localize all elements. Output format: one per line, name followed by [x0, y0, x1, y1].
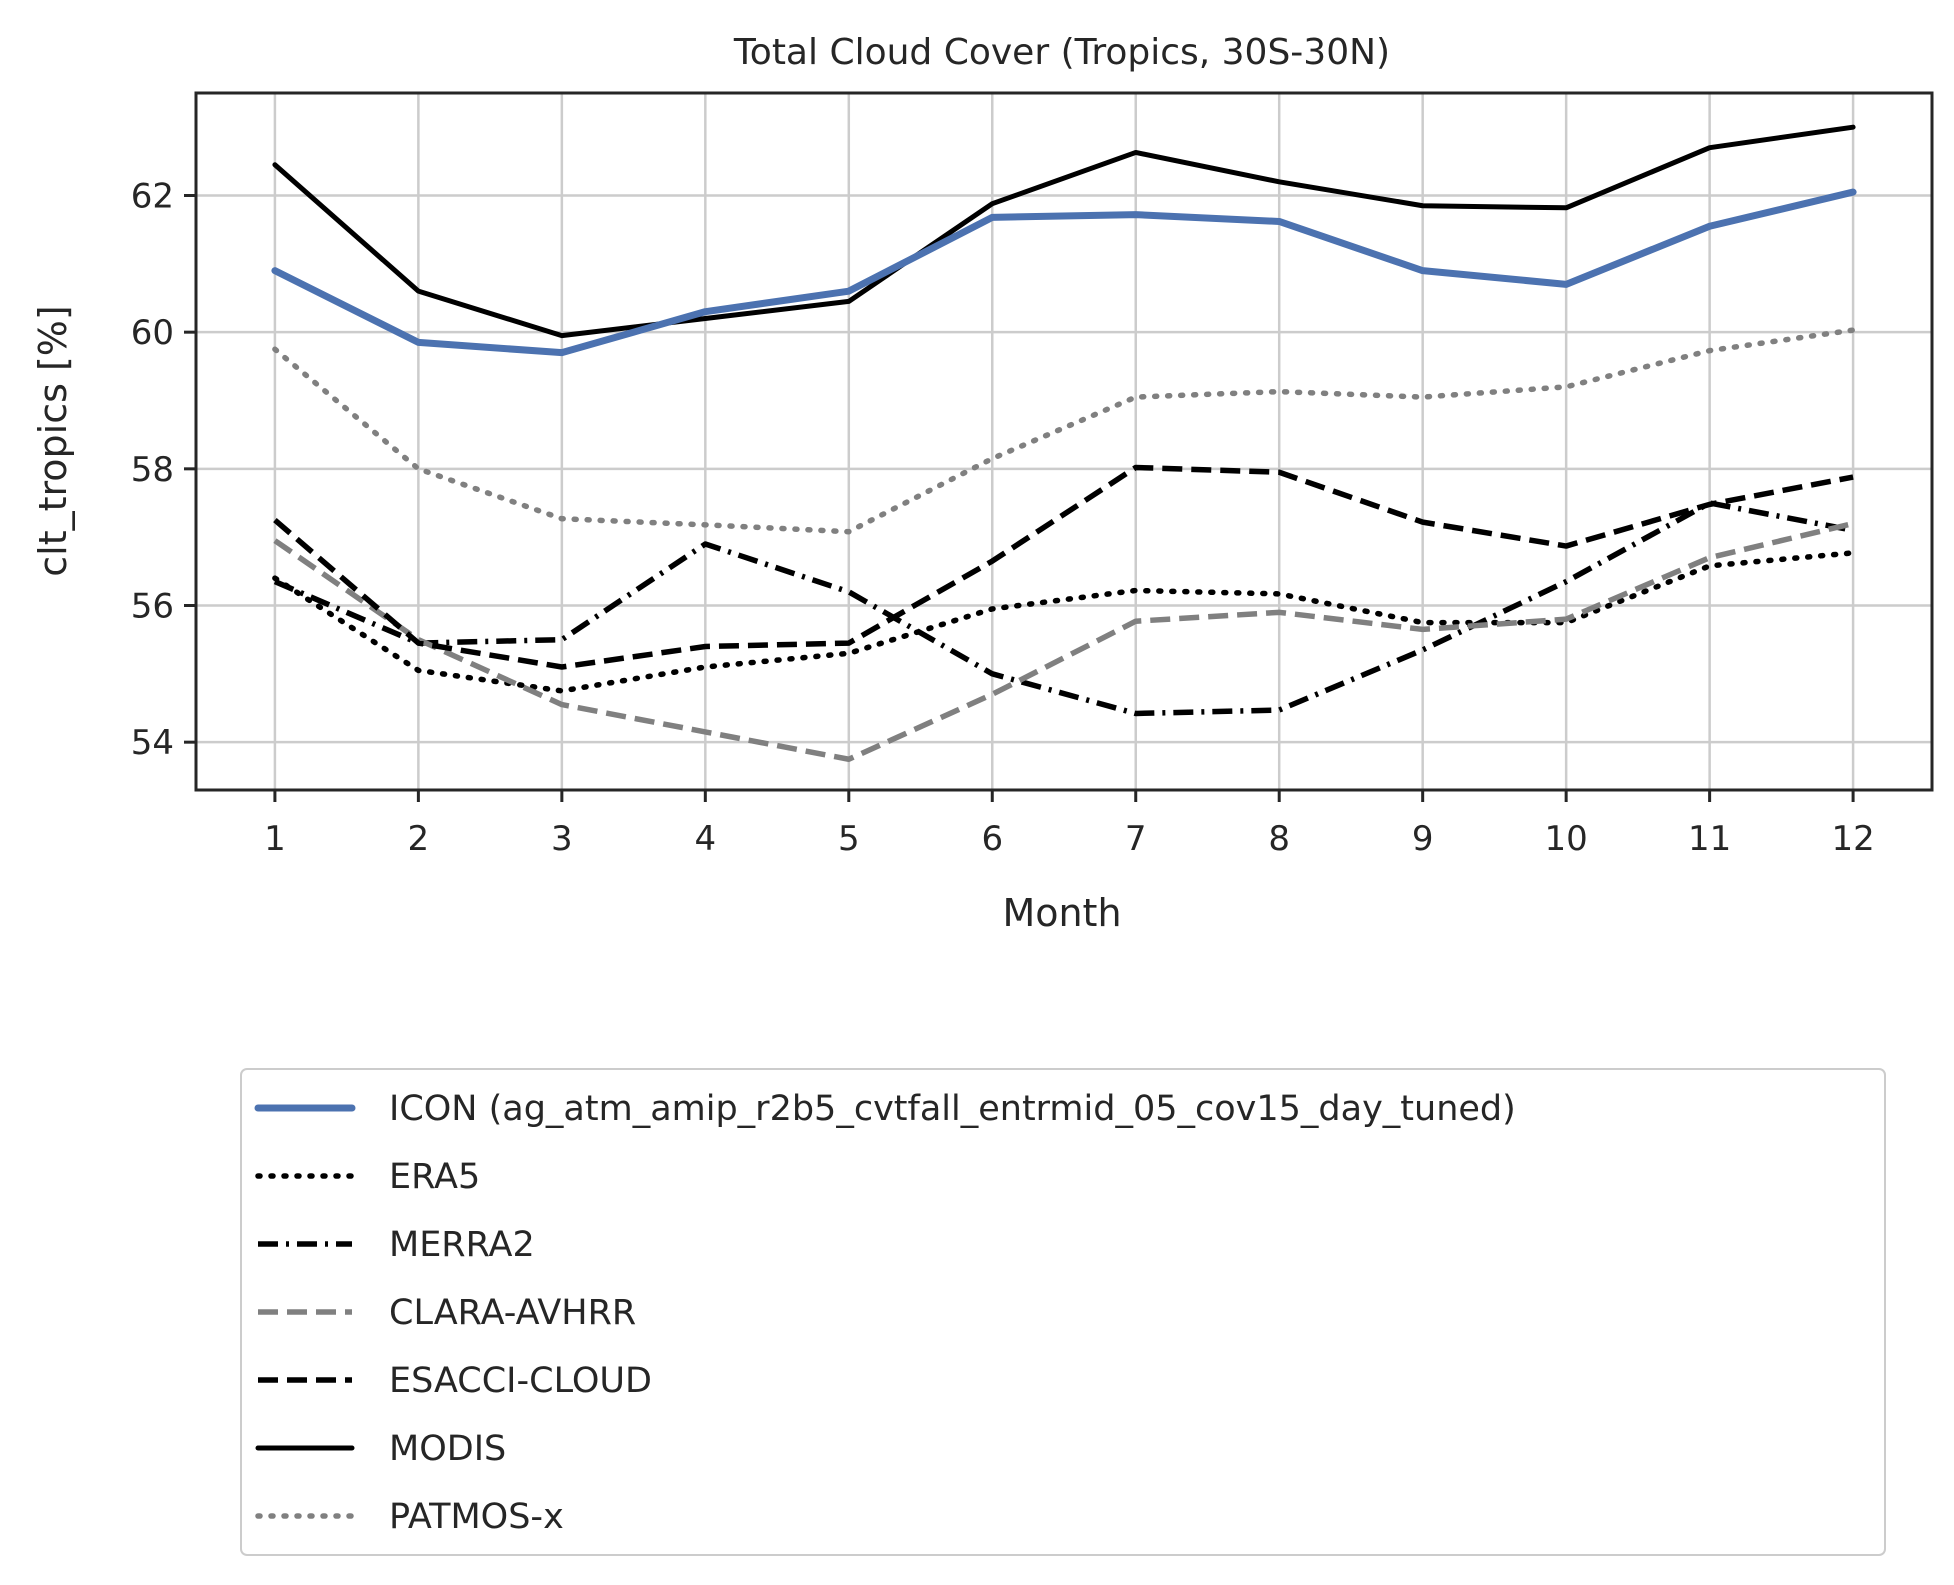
x-tick-label: 3 — [551, 819, 573, 859]
y-axis-ticks: 54 56 58 60 62 — [131, 177, 196, 763]
series-line-modis — [272, 124, 1856, 339]
y-tick-label: 60 — [131, 313, 174, 353]
grid — [196, 93, 1932, 790]
y-tick-label: 58 — [131, 450, 174, 490]
legend-label-era5: ERA5 — [389, 1157, 480, 1197]
legend-label-patmos-x: PATMOS-x — [389, 1497, 564, 1537]
x-tick-label: 8 — [1268, 819, 1290, 859]
legend-label-icon: ICON (ag_atm_amip_r2b5_cvtfall_entrmid_0… — [389, 1089, 1516, 1129]
series-line-clara-avhrr — [273, 520, 1854, 762]
x-tick-label: 5 — [838, 819, 860, 859]
series-layer — [271, 124, 1857, 762]
legend-frame — [240, 1068, 1886, 1556]
x-tick-label: 9 — [1412, 819, 1434, 859]
series-line-esacci-cloud — [273, 464, 1854, 670]
x-axis-label: Month — [1002, 891, 1121, 935]
series-line-merra2 — [273, 500, 1854, 717]
chart-title: Total Cloud Cover (Tropics, 30S-30N) — [733, 32, 1390, 73]
y-tick-label: 56 — [131, 587, 174, 627]
x-tick-label: 10 — [1545, 819, 1588, 859]
x-axis-ticks: 1 2 3 4 5 6 7 8 9 10 11 12 — [264, 790, 1875, 859]
legend-label-modis: MODIS — [389, 1429, 506, 1469]
x-tick-label: 7 — [1125, 819, 1147, 859]
legend-label-clara-avhrr: CLARA-AVHRR — [389, 1293, 636, 1333]
x-tick-label: 4 — [695, 819, 717, 859]
legend-label-esacci-cloud: ESACCI-CLOUD — [389, 1361, 652, 1401]
x-tick-label: 1 — [264, 819, 286, 859]
x-tick-label: 6 — [981, 819, 1003, 859]
y-tick-label: 62 — [131, 177, 174, 217]
series-line-icon — [271, 188, 1857, 357]
legend: ICON (ag_atm_amip_r2b5_cvtfall_entrmid_0… — [240, 1068, 1886, 1556]
x-tick-label: 2 — [408, 819, 430, 859]
x-tick-label: 12 — [1831, 819, 1874, 859]
series-line-era5 — [272, 550, 1856, 694]
plot-area-frame — [194, 91, 1934, 792]
y-axis-label: clt_tropics [%] — [31, 305, 75, 577]
series-line-patmos-x — [272, 327, 1856, 535]
x-tick-label: 11 — [1688, 819, 1731, 859]
legend-label-merra2: MERRA2 — [389, 1225, 535, 1265]
y-tick-label: 54 — [131, 723, 174, 763]
